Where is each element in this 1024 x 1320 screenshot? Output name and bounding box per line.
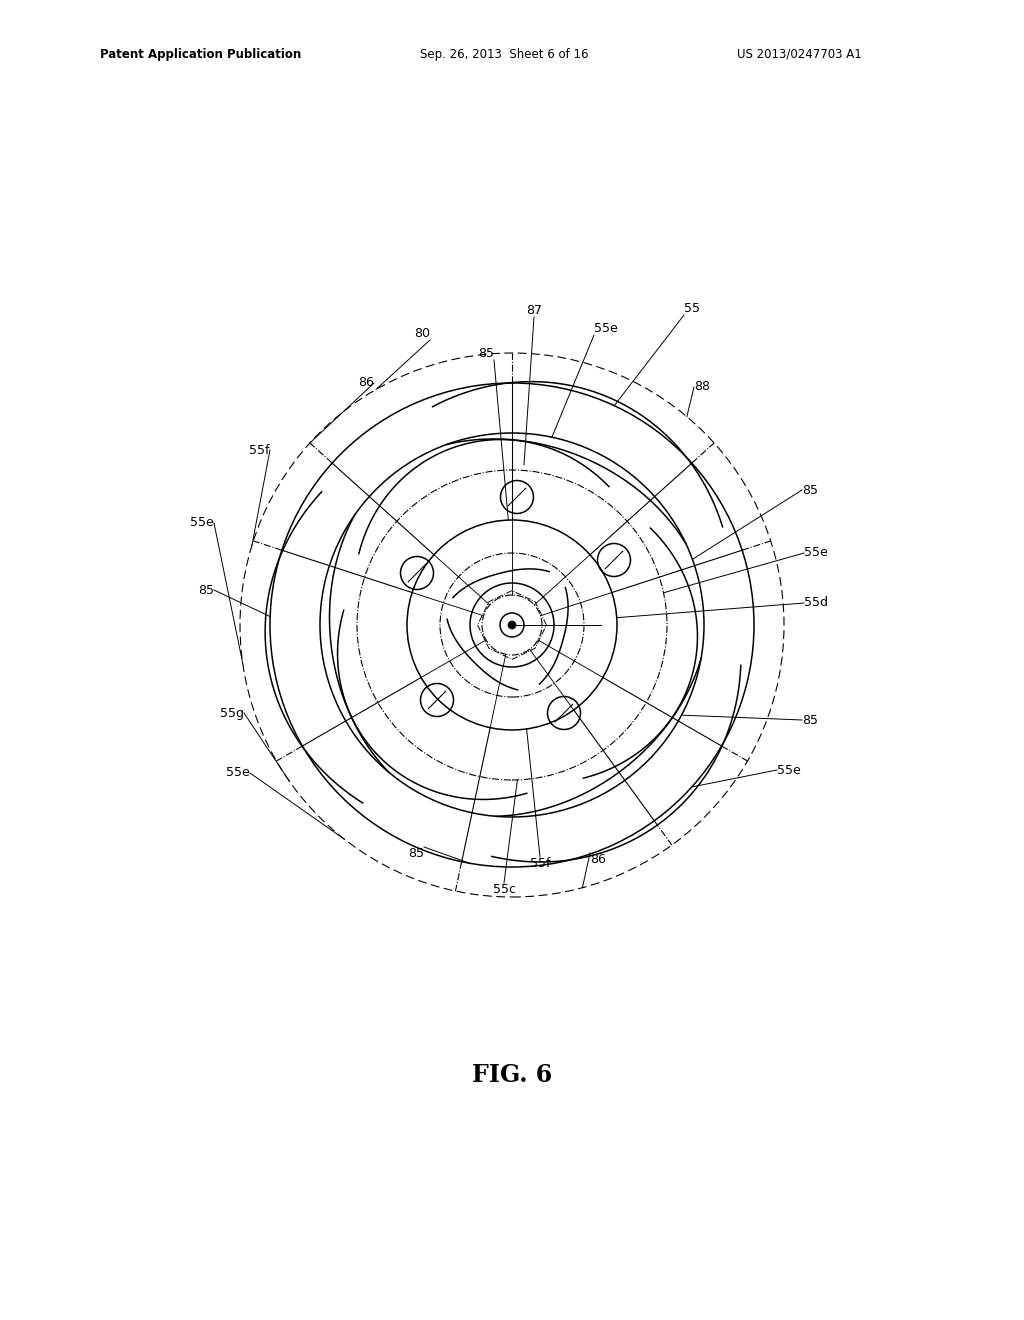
Text: 85: 85 [408, 847, 424, 861]
Text: 55d: 55d [804, 597, 828, 610]
Text: 88: 88 [694, 380, 710, 393]
Text: 55: 55 [684, 302, 700, 315]
Text: 85: 85 [198, 583, 214, 597]
Text: 55e: 55e [777, 763, 801, 776]
Circle shape [508, 620, 516, 630]
Text: 55g: 55g [220, 706, 244, 719]
Text: 55f: 55f [529, 857, 550, 870]
Text: 55e: 55e [190, 516, 214, 529]
Text: 87: 87 [526, 304, 542, 317]
Text: 85: 85 [802, 483, 818, 496]
Text: 85: 85 [478, 347, 494, 360]
Text: Sep. 26, 2013  Sheet 6 of 16: Sep. 26, 2013 Sheet 6 of 16 [420, 48, 589, 61]
Text: 55c: 55c [493, 883, 515, 896]
Text: 55e: 55e [804, 546, 827, 560]
Text: US 2013/0247703 A1: US 2013/0247703 A1 [737, 48, 862, 61]
Text: 80: 80 [414, 327, 430, 341]
Text: 86: 86 [358, 376, 374, 389]
Text: FIG. 6: FIG. 6 [472, 1063, 552, 1086]
Text: 55e: 55e [594, 322, 617, 335]
Text: 55f: 55f [250, 444, 270, 457]
Text: 86: 86 [590, 853, 606, 866]
Text: Patent Application Publication: Patent Application Publication [100, 48, 302, 61]
Text: 55e: 55e [226, 767, 250, 780]
Text: 85: 85 [802, 714, 818, 726]
